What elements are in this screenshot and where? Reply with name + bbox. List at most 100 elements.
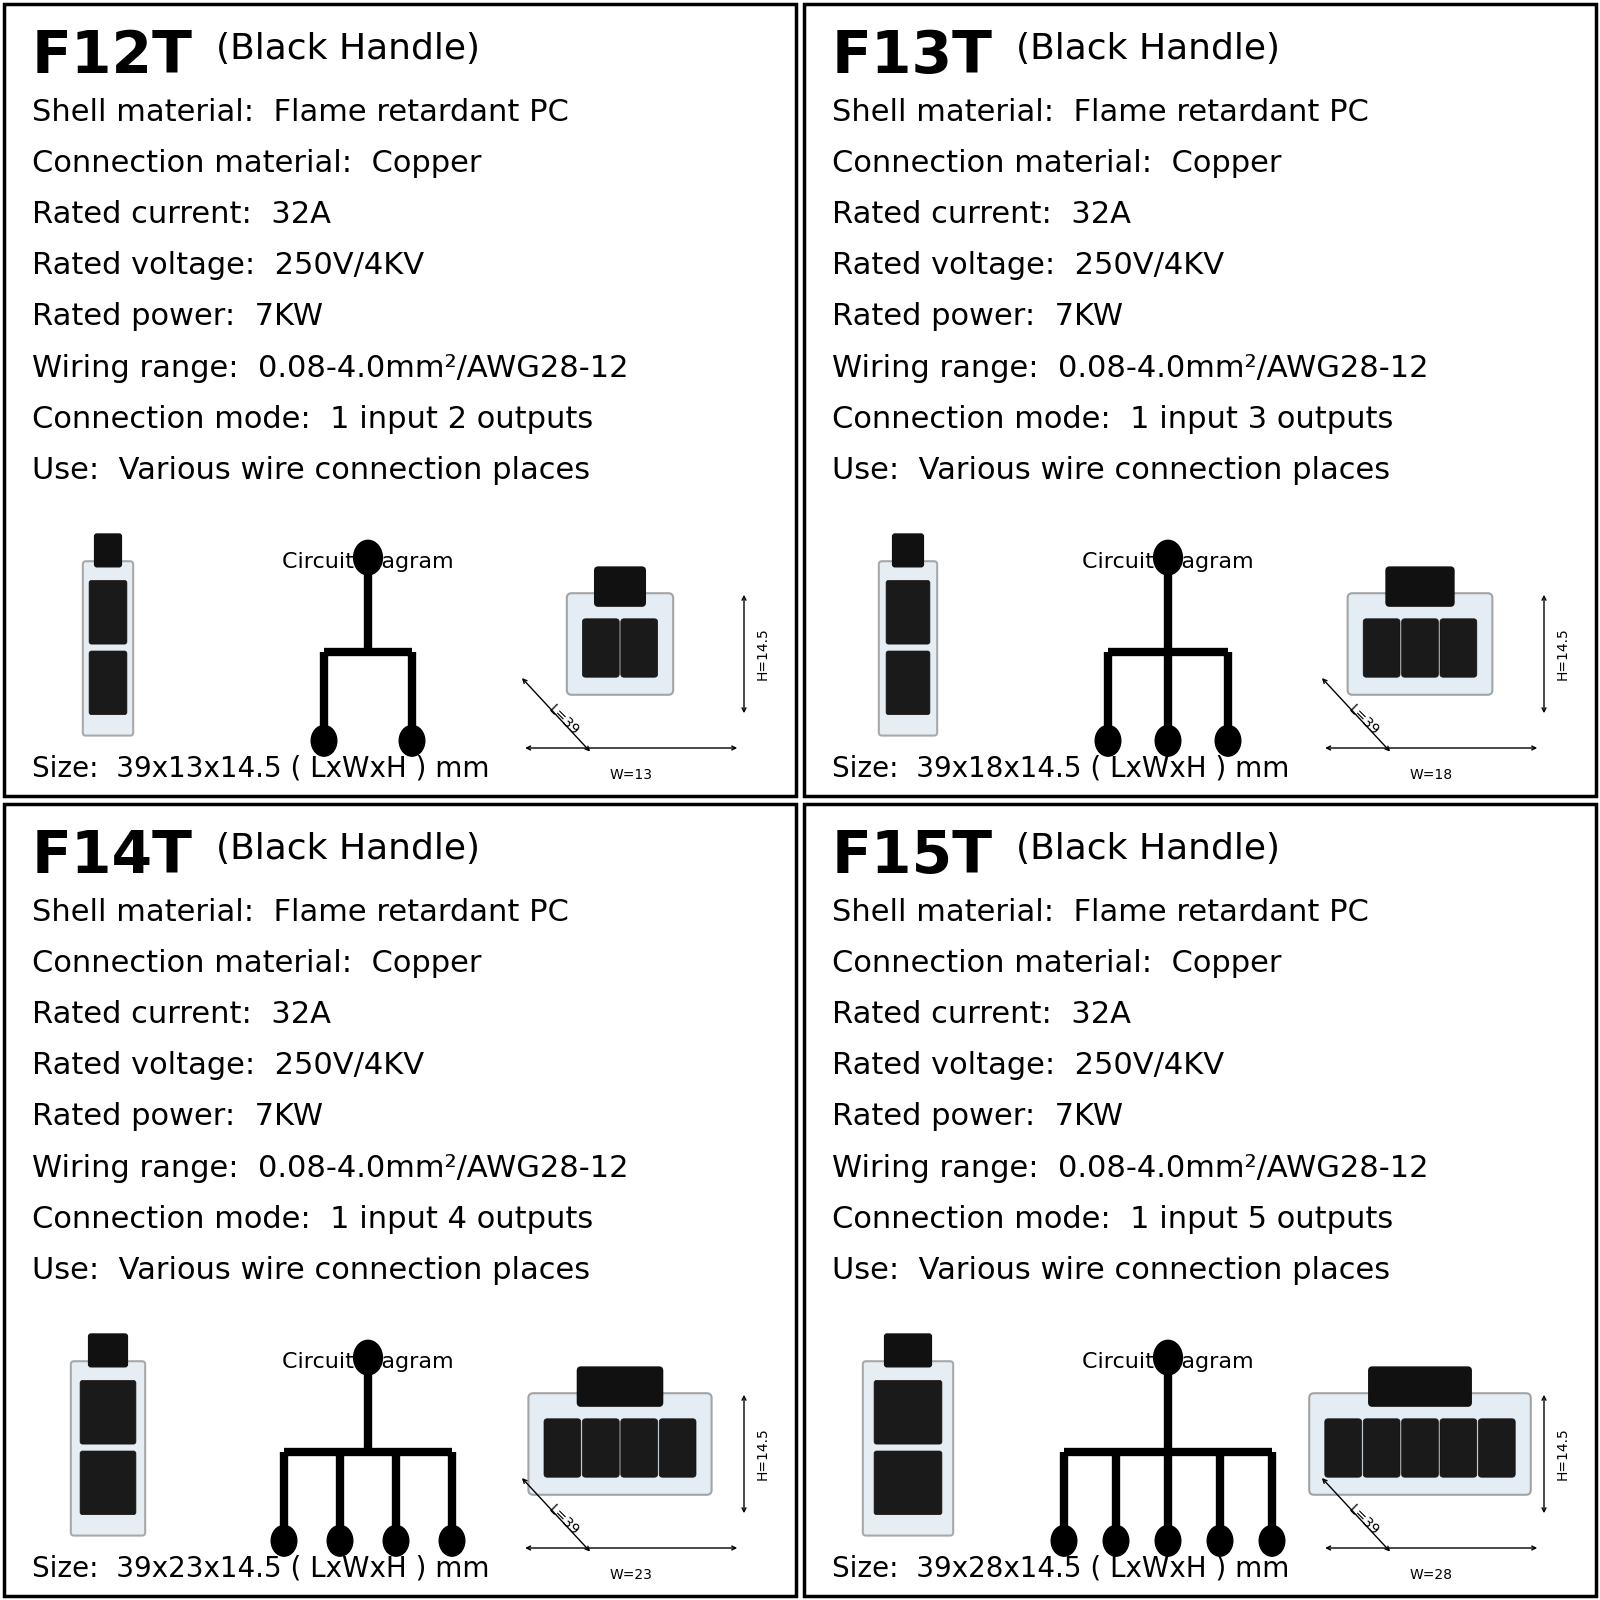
- FancyBboxPatch shape: [621, 619, 658, 677]
- Ellipse shape: [1104, 1525, 1130, 1557]
- Text: Rated power:  7KW: Rated power: 7KW: [832, 1102, 1123, 1131]
- FancyBboxPatch shape: [80, 1381, 136, 1445]
- Text: Rated voltage:  250V/4KV: Rated voltage: 250V/4KV: [32, 251, 424, 280]
- FancyBboxPatch shape: [80, 1451, 136, 1515]
- FancyBboxPatch shape: [893, 534, 923, 566]
- Text: W=13: W=13: [610, 768, 653, 782]
- Text: Size:  39x13x14.5 ( LxWxH ) mm: Size: 39x13x14.5 ( LxWxH ) mm: [32, 755, 490, 782]
- FancyBboxPatch shape: [886, 651, 930, 715]
- Text: Size:  39x23x14.5 ( LxWxH ) mm: Size: 39x23x14.5 ( LxWxH ) mm: [32, 1555, 490, 1582]
- FancyBboxPatch shape: [578, 1368, 662, 1406]
- Text: Connection material:  Copper: Connection material: Copper: [832, 949, 1282, 978]
- FancyBboxPatch shape: [1370, 1368, 1470, 1406]
- FancyBboxPatch shape: [1309, 1394, 1531, 1494]
- FancyBboxPatch shape: [88, 1334, 128, 1366]
- Text: Size:  39x28x14.5 ( LxWxH ) mm: Size: 39x28x14.5 ( LxWxH ) mm: [832, 1555, 1290, 1582]
- Ellipse shape: [272, 1525, 298, 1557]
- Ellipse shape: [400, 725, 426, 757]
- Text: Shell material:  Flame retardant PC: Shell material: Flame retardant PC: [832, 898, 1370, 926]
- Text: (Black Handle): (Black Handle): [216, 832, 480, 866]
- Ellipse shape: [1155, 725, 1181, 757]
- Text: Circuit diagram: Circuit diagram: [1082, 1352, 1254, 1371]
- Text: (Black Handle): (Black Handle): [1016, 832, 1280, 866]
- Text: Shell material:  Flame retardant PC: Shell material: Flame retardant PC: [832, 98, 1370, 126]
- Text: H=14.5: H=14.5: [1555, 1427, 1570, 1480]
- Text: Rated current:  32A: Rated current: 32A: [32, 1000, 331, 1029]
- Text: Rated voltage:  250V/4KV: Rated voltage: 250V/4KV: [32, 1051, 424, 1080]
- FancyBboxPatch shape: [878, 562, 938, 736]
- FancyBboxPatch shape: [94, 534, 122, 566]
- Text: W=23: W=23: [610, 1568, 653, 1582]
- Text: H=14.5: H=14.5: [757, 627, 770, 680]
- FancyBboxPatch shape: [582, 619, 619, 677]
- FancyBboxPatch shape: [874, 1381, 942, 1445]
- Text: Use:  Various wire connection places: Use: Various wire connection places: [832, 456, 1390, 485]
- Ellipse shape: [438, 1525, 464, 1557]
- Ellipse shape: [1154, 1341, 1182, 1374]
- FancyBboxPatch shape: [1363, 619, 1400, 677]
- Text: Use:  Various wire connection places: Use: Various wire connection places: [832, 1256, 1390, 1285]
- Ellipse shape: [1155, 1525, 1181, 1557]
- Ellipse shape: [1154, 541, 1182, 574]
- Text: Shell material:  Flame retardant PC: Shell material: Flame retardant PC: [32, 898, 570, 926]
- Text: (Black Handle): (Black Handle): [1016, 32, 1280, 66]
- FancyBboxPatch shape: [544, 1419, 581, 1477]
- FancyBboxPatch shape: [90, 581, 126, 645]
- Text: H=14.5: H=14.5: [757, 1427, 770, 1480]
- FancyBboxPatch shape: [1402, 619, 1438, 677]
- FancyBboxPatch shape: [862, 1362, 954, 1536]
- FancyBboxPatch shape: [1440, 1419, 1477, 1477]
- Text: Connection material:  Copper: Connection material: Copper: [32, 149, 482, 178]
- Text: Rated power:  7KW: Rated power: 7KW: [32, 1102, 323, 1131]
- Text: Shell material:  Flame retardant PC: Shell material: Flame retardant PC: [32, 98, 570, 126]
- FancyBboxPatch shape: [874, 1451, 942, 1515]
- Ellipse shape: [310, 725, 338, 757]
- Text: Size:  39x18x14.5 ( LxWxH ) mm: Size: 39x18x14.5 ( LxWxH ) mm: [832, 755, 1290, 782]
- FancyBboxPatch shape: [90, 651, 126, 715]
- Text: Wiring range:  0.08-4.0mm²/AWG28-12: Wiring range: 0.08-4.0mm²/AWG28-12: [32, 1154, 629, 1182]
- Ellipse shape: [328, 1525, 354, 1557]
- Ellipse shape: [1216, 725, 1242, 757]
- FancyBboxPatch shape: [1325, 1419, 1362, 1477]
- Text: (Black Handle): (Black Handle): [216, 32, 480, 66]
- FancyBboxPatch shape: [885, 1334, 931, 1366]
- Text: Connection mode:  1 input 2 outputs: Connection mode: 1 input 2 outputs: [32, 405, 594, 434]
- Text: L=39: L=39: [1346, 1502, 1382, 1538]
- Ellipse shape: [354, 1341, 382, 1374]
- FancyBboxPatch shape: [528, 1394, 712, 1494]
- FancyBboxPatch shape: [582, 1419, 619, 1477]
- Text: Connection mode:  1 input 3 outputs: Connection mode: 1 input 3 outputs: [832, 405, 1394, 434]
- FancyBboxPatch shape: [1402, 1419, 1438, 1477]
- FancyBboxPatch shape: [621, 1419, 658, 1477]
- FancyBboxPatch shape: [1478, 1419, 1515, 1477]
- Text: Rated voltage:  250V/4KV: Rated voltage: 250V/4KV: [832, 1051, 1224, 1080]
- Text: Circuit diagram: Circuit diagram: [282, 1352, 454, 1371]
- Text: Rated current:  32A: Rated current: 32A: [832, 1000, 1131, 1029]
- Text: Circuit diagram: Circuit diagram: [1082, 552, 1254, 573]
- Ellipse shape: [1259, 1525, 1285, 1557]
- FancyBboxPatch shape: [566, 594, 674, 694]
- FancyBboxPatch shape: [1386, 568, 1454, 606]
- Text: L=39: L=39: [546, 1502, 582, 1538]
- FancyBboxPatch shape: [83, 562, 133, 736]
- Text: F14T: F14T: [32, 829, 194, 885]
- Text: W=18: W=18: [1410, 768, 1453, 782]
- Text: W=28: W=28: [1410, 1568, 1453, 1582]
- Ellipse shape: [384, 1525, 410, 1557]
- Text: H=14.5: H=14.5: [1555, 627, 1570, 680]
- Ellipse shape: [1094, 725, 1122, 757]
- Text: Rated power:  7KW: Rated power: 7KW: [32, 302, 323, 331]
- Text: Rated voltage:  250V/4KV: Rated voltage: 250V/4KV: [832, 251, 1224, 280]
- Text: Connection mode:  1 input 4 outputs: Connection mode: 1 input 4 outputs: [32, 1205, 594, 1234]
- FancyBboxPatch shape: [70, 1362, 146, 1536]
- Text: Connection material:  Copper: Connection material: Copper: [32, 949, 482, 978]
- Text: F13T: F13T: [832, 27, 994, 85]
- Text: Connection material:  Copper: Connection material: Copper: [832, 149, 1282, 178]
- Ellipse shape: [1051, 1525, 1077, 1557]
- Text: Rated current:  32A: Rated current: 32A: [32, 200, 331, 229]
- Text: Use:  Various wire connection places: Use: Various wire connection places: [32, 456, 590, 485]
- FancyBboxPatch shape: [595, 568, 645, 606]
- FancyBboxPatch shape: [1440, 619, 1477, 677]
- Text: Wiring range:  0.08-4.0mm²/AWG28-12: Wiring range: 0.08-4.0mm²/AWG28-12: [832, 1154, 1429, 1182]
- FancyBboxPatch shape: [659, 1419, 696, 1477]
